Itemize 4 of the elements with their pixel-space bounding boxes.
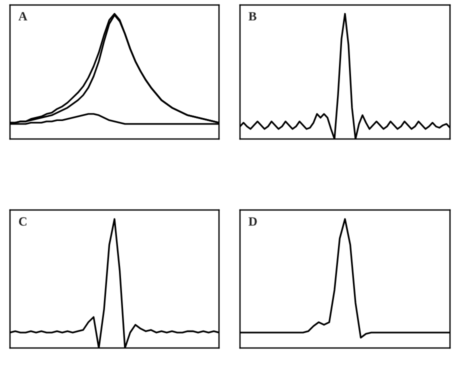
annotation: A: [18, 12, 28, 20]
annotation: D: [248, 217, 257, 226]
annotation: B: [248, 12, 256, 20]
annotation: C: [18, 217, 26, 226]
